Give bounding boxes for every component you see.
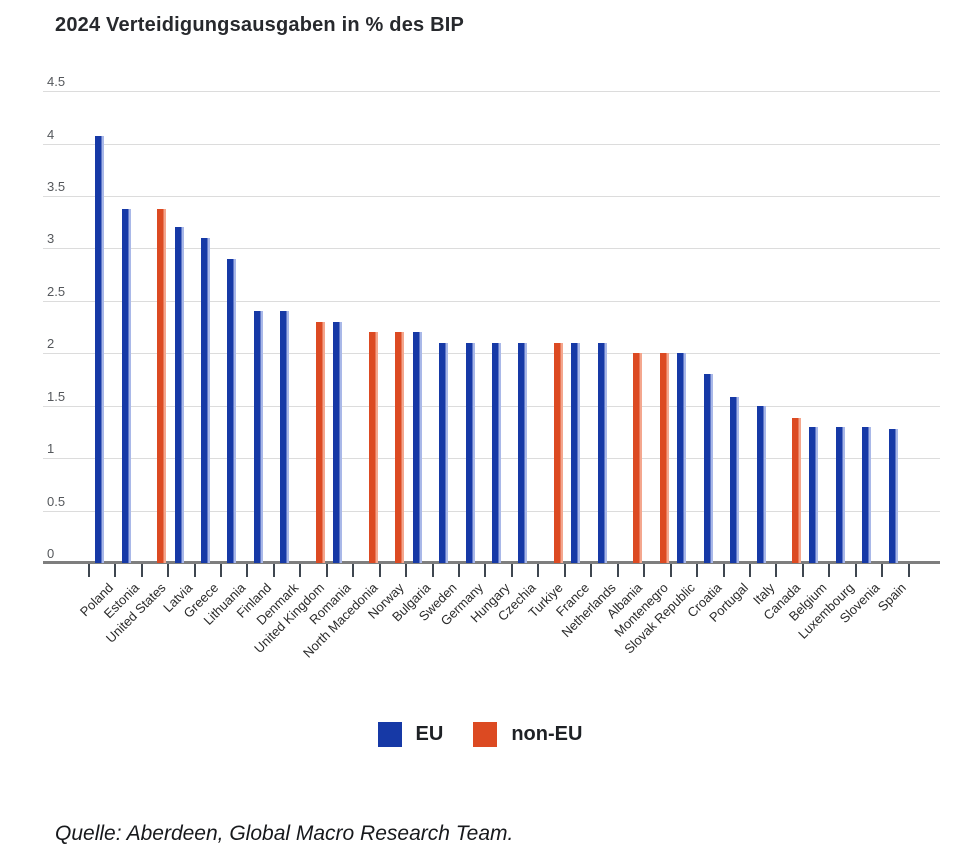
x-axis-tick bbox=[643, 564, 646, 577]
x-axis-tick bbox=[510, 564, 513, 577]
y-axis-tick-label: 3.5 bbox=[47, 179, 66, 194]
bar-united-states bbox=[157, 208, 167, 563]
bar-sweden bbox=[439, 342, 448, 563]
legend-label-eu: EU bbox=[415, 723, 444, 745]
bar-france bbox=[571, 342, 581, 563]
x-axis-tick bbox=[563, 564, 566, 577]
source-note: Quelle: Aberdeen, Global Macro Research … bbox=[55, 822, 514, 845]
bar-romania bbox=[333, 321, 343, 563]
x-axis-tick bbox=[352, 564, 355, 577]
x-axis-tick bbox=[801, 564, 804, 577]
bar-norway bbox=[395, 332, 405, 563]
gridline bbox=[43, 143, 940, 145]
bar-montenegro bbox=[659, 353, 669, 563]
x-axis-tick bbox=[881, 564, 884, 577]
gridline bbox=[43, 196, 940, 197]
x-axis-tick bbox=[749, 564, 751, 577]
bar-north-macedonia bbox=[368, 332, 378, 563]
chart-legend: EU non-EU bbox=[0, 722, 960, 747]
legend-item-eu: EU bbox=[377, 722, 444, 747]
y-axis-tick-label: 0.5 bbox=[47, 493, 66, 509]
gridline bbox=[43, 300, 940, 302]
x-axis-line bbox=[43, 561, 940, 564]
x-axis-tick bbox=[696, 564, 699, 577]
x-axis-tick bbox=[167, 564, 170, 577]
non-eu-color-swatch bbox=[473, 722, 498, 747]
x-axis-category-label: Spain bbox=[875, 580, 910, 615]
y-axis-tick-label: 2.5 bbox=[47, 283, 66, 299]
bar-italy bbox=[756, 405, 766, 563]
x-axis-tick bbox=[378, 564, 381, 577]
x-axis-tick bbox=[828, 564, 831, 577]
y-axis-tick-label: 1 bbox=[47, 441, 55, 457]
gridline bbox=[43, 458, 940, 460]
x-axis-tick bbox=[537, 564, 540, 577]
legend-label-non-eu: non-EU bbox=[511, 723, 583, 745]
bar-czechia bbox=[518, 342, 528, 563]
x-axis-tick bbox=[272, 564, 275, 577]
bar-denmark bbox=[280, 311, 290, 563]
bar-poland bbox=[95, 136, 105, 563]
gridline bbox=[43, 91, 940, 93]
bar-latvia bbox=[174, 227, 184, 563]
bar-luxembourg bbox=[835, 426, 845, 563]
y-axis-tick-label: 3 bbox=[47, 231, 55, 247]
bar-estonia bbox=[121, 208, 131, 563]
bar-croatia bbox=[703, 374, 713, 563]
eu-color-swatch bbox=[377, 722, 402, 747]
gridline bbox=[43, 405, 940, 407]
gridline bbox=[43, 353, 940, 355]
bar-netherlands bbox=[597, 342, 607, 563]
x-axis-tick bbox=[299, 564, 302, 577]
x-axis-tick bbox=[193, 564, 196, 577]
gridline bbox=[43, 510, 940, 512]
bar-united-kingdom bbox=[315, 321, 325, 563]
bar-germany bbox=[465, 342, 475, 563]
x-axis-tick bbox=[907, 564, 910, 577]
bar-turkiye bbox=[553, 342, 563, 563]
bar-slovenia bbox=[862, 426, 872, 563]
x-axis-tick bbox=[325, 564, 328, 577]
x-axis-tick bbox=[405, 564, 408, 577]
x-axis-tick bbox=[484, 564, 487, 577]
x-axis-tick bbox=[140, 564, 143, 577]
x-axis-tick bbox=[854, 564, 857, 577]
bar-slovak-republic bbox=[677, 353, 687, 563]
bar-belgium bbox=[809, 426, 819, 563]
gridline bbox=[43, 248, 940, 250]
x-axis-tick bbox=[246, 564, 249, 577]
chart-title: 2024 Verteidigungsausgaben in % des BIP bbox=[55, 14, 465, 36]
bar-hungary bbox=[491, 342, 501, 563]
x-axis-tick bbox=[87, 564, 90, 577]
bar-portugal bbox=[730, 397, 739, 563]
y-axis-tick-label: 0 bbox=[47, 546, 55, 561]
x-axis-tick bbox=[431, 564, 434, 577]
y-axis-tick-label: 4.5 bbox=[47, 74, 66, 90]
x-axis-tick bbox=[114, 564, 117, 577]
y-axis-tick-label: 4 bbox=[47, 126, 55, 142]
x-axis-tick bbox=[590, 564, 593, 577]
x-axis-tick bbox=[219, 564, 222, 577]
plot-area: 0 0.5 1 1.5 2 2.5 3 3.5 4 4.5 Poland Estonia United … bbox=[43, 74, 940, 661]
bar-greece bbox=[201, 237, 210, 563]
bar-canada bbox=[791, 418, 801, 563]
bar-finland bbox=[253, 311, 263, 563]
y-axis-tick-label: 2 bbox=[47, 336, 55, 352]
legend-item-non-eu: non-EU bbox=[473, 722, 582, 747]
x-axis-tick bbox=[616, 564, 619, 577]
bar-spain bbox=[888, 428, 898, 563]
x-axis-tick bbox=[458, 564, 460, 577]
bar-albania bbox=[633, 353, 643, 563]
bar-lithuania bbox=[227, 258, 237, 563]
x-axis-tick bbox=[722, 564, 725, 577]
x-axis-tick bbox=[669, 564, 672, 577]
bar-bulgaria bbox=[412, 332, 422, 563]
x-axis-tick bbox=[775, 564, 778, 577]
y-axis-tick-label: 1.5 bbox=[47, 388, 66, 404]
